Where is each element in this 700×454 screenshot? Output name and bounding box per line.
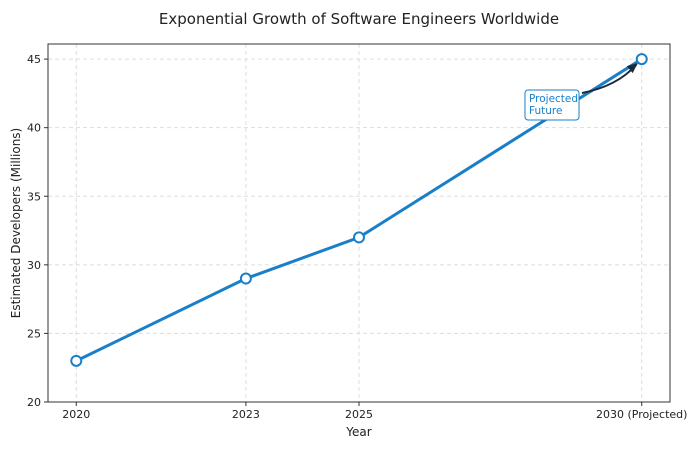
series-line (70, 53, 648, 367)
annotation-text: Future (529, 105, 562, 117)
y-tick-label: 35 (27, 190, 41, 203)
data-line (75, 57, 643, 363)
annotation-box (524, 89, 580, 121)
y-axis-label: Estimated Developers (Millions) (9, 128, 23, 318)
x-tick-label: 2023 (232, 408, 260, 421)
y-tick-label: 40 (27, 122, 41, 135)
arrow-head-icon (626, 63, 638, 74)
data-point (239, 272, 252, 285)
x-tick-label: 2020 (62, 408, 90, 421)
x-axis: 2020 2023 2025 2030 (Projected) (62, 402, 687, 421)
y-axis: 20 25 30 35 40 45 (27, 53, 48, 409)
y-tick-label: 45 (27, 53, 41, 66)
annotation-text: Projected (529, 93, 578, 105)
y-tick-label: 20 (27, 396, 41, 409)
y-tick-label: 25 (27, 327, 41, 340)
x-tick-label: 2030 (Projected) (596, 408, 687, 421)
y-tick-label: 30 (27, 259, 41, 272)
x-axis-label: Year (345, 425, 371, 439)
data-point (70, 354, 83, 367)
data-point (635, 53, 648, 66)
data-point (353, 231, 365, 244)
grid (48, 44, 670, 403)
chart-title: Exponential Growth of Software Engineers… (159, 10, 559, 28)
x-tick-label: 2025 (345, 408, 373, 421)
